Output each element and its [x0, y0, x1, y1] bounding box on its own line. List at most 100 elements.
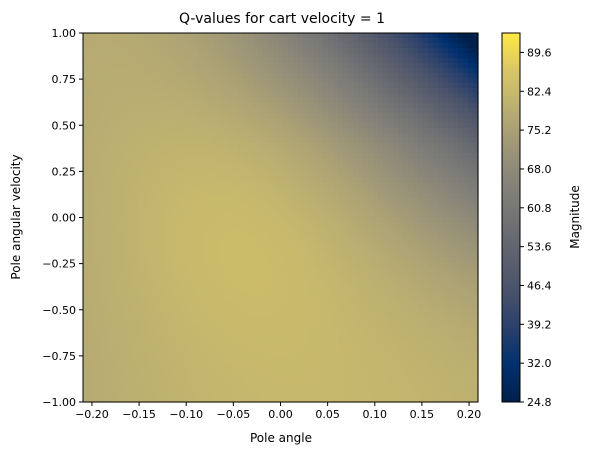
heatmap-cell — [243, 312, 249, 318]
heatmap-cell — [373, 357, 379, 363]
heatmap-cell — [193, 212, 199, 219]
heatmap-cell — [378, 232, 384, 239]
heatmap-cell — [393, 252, 399, 258]
heatmap-cell — [268, 252, 274, 258]
heatmap-cell — [173, 67, 179, 74]
heatmap-cell — [388, 42, 394, 49]
heatmap-cell — [268, 367, 274, 373]
heatmap-cell — [223, 392, 229, 398]
heatmap-cell — [178, 242, 184, 249]
heatmap-cell — [403, 67, 409, 74]
heatmap-cell — [188, 282, 194, 288]
heatmap-cell — [233, 77, 239, 84]
heatmap-cell — [408, 352, 414, 358]
heatmap-cell — [393, 152, 399, 159]
heatmap-cell — [353, 197, 359, 204]
heatmap-cell — [318, 177, 324, 184]
heatmap-cell — [208, 112, 214, 119]
heatmap-cell — [273, 62, 279, 69]
heatmap-cell — [218, 387, 224, 393]
heatmap-cell — [133, 62, 139, 69]
heatmap-cell — [163, 37, 169, 44]
heatmap-cell — [88, 142, 94, 149]
heatmap-cell — [288, 33, 294, 39]
heatmap-cell — [378, 352, 384, 358]
heatmap-cell — [108, 297, 114, 303]
heatmap-cell — [353, 212, 359, 219]
heatmap-cell — [418, 197, 424, 204]
heatmap-cell — [243, 187, 249, 194]
heatmap-cell — [98, 307, 104, 313]
heatmap-cell — [408, 377, 414, 383]
heatmap-cell — [208, 107, 214, 114]
heatmap-cell — [358, 182, 364, 189]
heatmap-cell — [343, 347, 349, 353]
heatmap-cell — [168, 122, 174, 129]
heatmap-cell — [233, 242, 239, 249]
heatmap-cell — [338, 317, 344, 323]
heatmap-cell — [238, 127, 244, 134]
heatmap-cell — [378, 147, 384, 154]
heatmap-cell — [353, 207, 359, 214]
heatmap-cell — [313, 292, 319, 298]
heatmap-cell — [263, 352, 269, 358]
heatmap-cell — [233, 33, 239, 39]
heatmap-cell — [228, 87, 234, 94]
heatmap-cell — [218, 352, 224, 358]
heatmap-cell — [188, 112, 194, 119]
heatmap-cell — [383, 392, 389, 398]
heatmap-cell — [168, 362, 174, 368]
heatmap-cell — [98, 237, 104, 244]
heatmap-cell — [283, 142, 289, 149]
heatmap-cell — [223, 157, 229, 164]
heatmap-cell — [328, 33, 334, 39]
heatmap-cell — [133, 267, 139, 273]
heatmap-cell — [83, 147, 89, 154]
heatmap-cell — [343, 372, 349, 378]
heatmap-cell — [218, 182, 224, 189]
heatmap-cell — [408, 132, 414, 139]
heatmap-cell — [398, 217, 404, 224]
heatmap-cell — [103, 297, 109, 303]
heatmap-cell — [213, 397, 219, 403]
heatmap-cell — [308, 397, 314, 403]
heatmap-cell — [173, 357, 179, 363]
heatmap-cell — [258, 252, 264, 258]
heatmap-cell — [103, 112, 109, 119]
heatmap-cell — [413, 397, 419, 403]
heatmap-cell — [243, 382, 249, 388]
heatmap-cell — [343, 337, 349, 343]
heatmap-cell — [403, 282, 409, 288]
heatmap-cell — [388, 97, 394, 104]
heatmap-cell — [248, 332, 254, 338]
heatmap-cell — [218, 82, 224, 89]
heatmap-cell — [223, 42, 229, 49]
heatmap-cell — [243, 387, 249, 393]
heatmap-cell — [333, 127, 339, 134]
heatmap-cell — [213, 37, 219, 44]
heatmap-cell — [213, 222, 219, 229]
heatmap-cell — [393, 212, 399, 219]
heatmap-cell — [233, 342, 239, 348]
heatmap-cell — [88, 187, 94, 194]
heatmap-cell — [393, 367, 399, 373]
heatmap-cell — [283, 327, 289, 333]
heatmap-cell — [338, 87, 344, 94]
heatmap-cell — [363, 107, 369, 114]
heatmap-cell — [293, 112, 299, 119]
heatmap-cell — [233, 87, 239, 94]
heatmap-cell — [113, 42, 119, 49]
heatmap-cell — [373, 33, 379, 39]
heatmap-cell — [208, 352, 214, 358]
heatmap-cell — [93, 377, 99, 383]
heatmap-cell — [288, 207, 294, 214]
heatmap-cell — [143, 372, 149, 378]
heatmap-cell — [198, 382, 204, 388]
heatmap-cell — [133, 237, 139, 244]
heatmap-cell — [138, 347, 144, 353]
heatmap-cell — [203, 302, 209, 308]
heatmap-cell — [83, 92, 89, 99]
heatmap-cell — [118, 202, 124, 209]
heatmap-cell — [173, 87, 179, 94]
heatmap-cell — [198, 372, 204, 378]
